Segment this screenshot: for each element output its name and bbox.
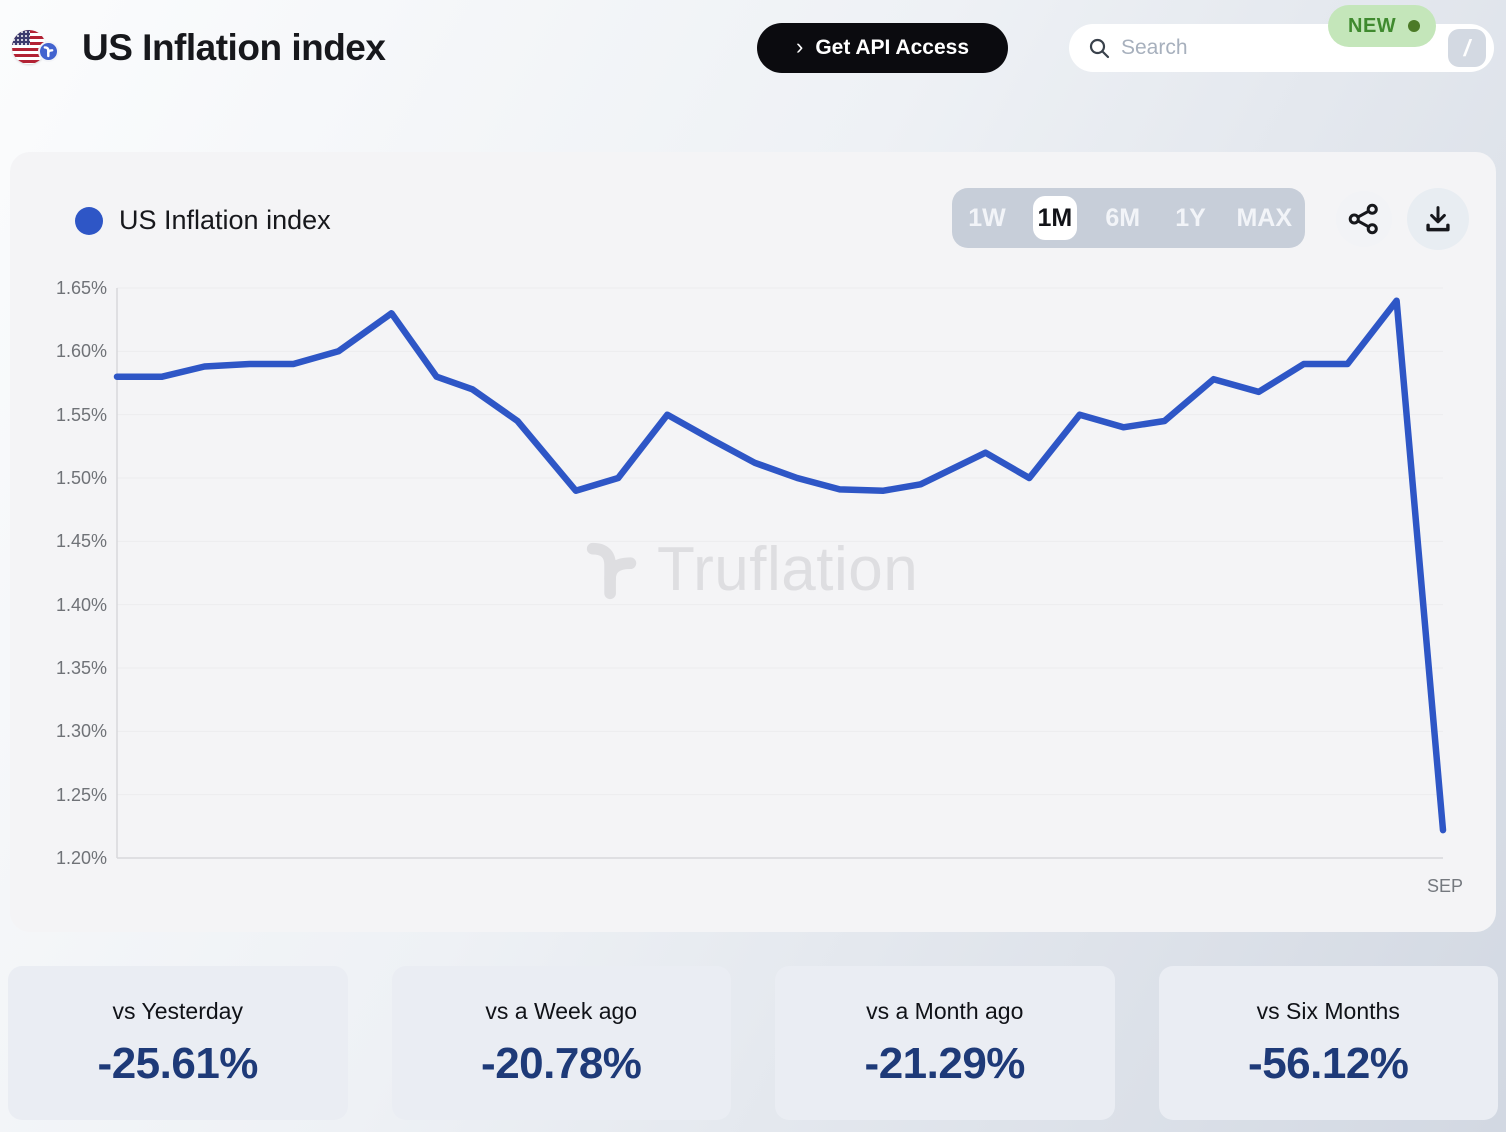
brand: US Inflation index xyxy=(12,27,386,69)
us-flag-canton xyxy=(12,30,30,45)
new-badge-label: NEW xyxy=(1348,14,1397,37)
chevron-right-icon: › xyxy=(795,33,804,59)
stat-value: -25.61% xyxy=(97,1038,259,1088)
us-flag-icon xyxy=(12,28,64,68)
stat-value: -56.12% xyxy=(1248,1038,1409,1088)
y-tick-label: 1.35% xyxy=(55,658,107,678)
truflation-mark-icon xyxy=(43,46,54,58)
truflation-logo-badge-icon xyxy=(38,41,59,62)
stat-card: vs a Week ago -20.78% xyxy=(391,966,731,1120)
new-badge-dot-icon xyxy=(1408,20,1421,32)
new-badge: NEW xyxy=(1328,5,1437,47)
search-area: / NEW xyxy=(1069,5,1494,72)
slash-key-glyph: / xyxy=(1463,34,1471,61)
y-tick-label: 1.25% xyxy=(55,784,107,805)
y-tick-label: 1.60% xyxy=(55,341,107,362)
inflation-line-chart[interactable] xyxy=(10,152,1496,932)
stat-card: vs Yesterday -25.61% xyxy=(8,966,348,1120)
y-tick-label: 1.55% xyxy=(55,404,107,425)
inflation-series-line[interactable] xyxy=(113,297,1447,834)
range-button-1m[interactable]: 1M xyxy=(1032,196,1077,240)
stat-label: vs a Week ago xyxy=(485,997,638,1024)
slash-shortcut-key[interactable]: / xyxy=(1448,29,1486,67)
x-axis-label: SEP xyxy=(1427,876,1464,896)
y-tick-label: 1.30% xyxy=(55,721,107,742)
stat-value: -20.78% xyxy=(481,1038,642,1088)
y-tick-label: 1.50% xyxy=(55,468,107,488)
stat-label: vs Six Months xyxy=(1256,997,1400,1024)
y-tick-label: 1.45% xyxy=(55,531,107,552)
range-button-6m[interactable]: 6M xyxy=(1101,196,1145,240)
chart-panel: US Inflation index 1W 1M 6M 1Y MAX 1.65% 1.60… xyxy=(10,152,1496,932)
download-button[interactable] xyxy=(1407,188,1469,250)
y-tick-label: 1.20% xyxy=(55,848,107,868)
stat-value: -21.29% xyxy=(864,1038,1026,1088)
page-title: US Inflation index xyxy=(82,27,386,68)
download-icon xyxy=(1426,206,1450,232)
stat-label: vs Yesterday xyxy=(112,997,243,1024)
share-button[interactable] xyxy=(1336,191,1392,247)
range-button-1w[interactable]: 1W xyxy=(965,196,1009,240)
stats-row: vs Yesterday -25.61% vs a Week ago -20.78% v… xyxy=(8,966,1498,1120)
legend-label: US Inflation index xyxy=(119,205,331,235)
y-tick-label: 1.40% xyxy=(55,594,107,615)
page-header: US Inflation index › Get API Access / NE… xyxy=(0,0,1506,152)
search-icon xyxy=(1089,38,1110,59)
get-api-access-button[interactable]: › Get API Access xyxy=(757,23,1008,73)
share-icon xyxy=(1348,203,1378,235)
range-button-max[interactable]: MAX xyxy=(1236,196,1292,240)
stat-card: vs a Month ago -21.29% xyxy=(775,966,1115,1120)
y-tick-label: 1.65% xyxy=(55,278,107,298)
chart-legend: US Inflation index xyxy=(75,205,331,236)
stat-label: vs a Month ago xyxy=(866,997,1024,1024)
stat-card: vs Six Months -56.12% xyxy=(1158,966,1498,1120)
get-api-access-label: Get API Access xyxy=(815,36,969,59)
time-range-selector: 1W 1M 6M 1Y MAX xyxy=(952,188,1305,248)
legend-dot-icon xyxy=(75,206,103,235)
range-button-1y[interactable]: 1Y xyxy=(1169,196,1213,240)
